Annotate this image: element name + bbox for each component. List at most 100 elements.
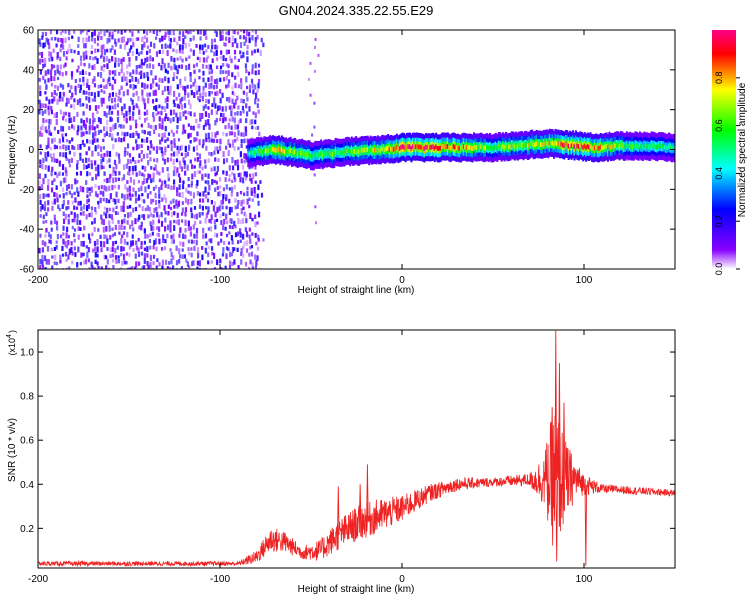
noise-cell bbox=[86, 199, 89, 204]
noise-cell bbox=[82, 90, 85, 95]
noise-cell bbox=[137, 105, 140, 110]
noise-cell bbox=[88, 267, 91, 269]
noise-cell bbox=[47, 105, 50, 111]
noise-cell bbox=[89, 55, 92, 60]
noise-cell bbox=[216, 130, 219, 136]
ridge-cell bbox=[360, 147, 363, 153]
ridge-cell bbox=[601, 145, 604, 150]
noise-cell bbox=[97, 31, 100, 38]
noise-cell bbox=[225, 132, 228, 137]
noise-cell bbox=[51, 180, 54, 186]
noise-cell bbox=[134, 119, 138, 123]
snr-x-ticks: -200 -100 0 100 bbox=[28, 330, 593, 585]
noise-cell bbox=[182, 241, 185, 247]
noise-cell bbox=[225, 184, 228, 190]
noise-cell bbox=[132, 42, 135, 48]
noise-cell bbox=[187, 265, 191, 269]
noise-cell bbox=[208, 123, 211, 130]
noise-cell bbox=[184, 89, 187, 96]
noise-cell bbox=[193, 69, 196, 74]
noise-cell bbox=[199, 118, 202, 122]
noise-cell bbox=[202, 191, 205, 197]
noise-cell bbox=[83, 260, 86, 265]
ridge-cell bbox=[406, 144, 409, 150]
noise-cell bbox=[201, 211, 204, 216]
noise-cell bbox=[117, 38, 120, 43]
ridge-cell bbox=[341, 150, 345, 155]
ridge-cell bbox=[327, 150, 330, 156]
noise-cell bbox=[196, 90, 199, 95]
noise-cell bbox=[177, 149, 181, 154]
noise-cell bbox=[147, 160, 150, 166]
noise-cell bbox=[143, 35, 146, 40]
ridge-cell bbox=[391, 147, 394, 152]
noise-cell bbox=[129, 37, 132, 42]
noise-cell bbox=[138, 116, 141, 120]
noise-cell bbox=[218, 105, 221, 111]
noise-cell bbox=[222, 247, 225, 253]
noise-cell bbox=[93, 117, 96, 123]
noise-cell bbox=[196, 247, 200, 254]
noise-cell bbox=[93, 63, 96, 70]
noise-cell bbox=[183, 95, 186, 101]
noise-cell bbox=[184, 35, 187, 39]
noise-cell bbox=[222, 113, 225, 119]
ridge-cell bbox=[285, 148, 288, 154]
noise-cell bbox=[248, 106, 251, 112]
ridge-cell bbox=[638, 143, 642, 148]
noise-cell bbox=[170, 129, 173, 134]
noise-cell bbox=[230, 125, 233, 130]
noise-cell bbox=[108, 151, 112, 157]
ridge-cell bbox=[269, 146, 272, 152]
ridge-cell bbox=[290, 150, 294, 156]
noise-cell bbox=[153, 158, 156, 162]
noise-cell bbox=[62, 225, 65, 231]
ridge-cell bbox=[637, 144, 640, 150]
ridge-cell bbox=[422, 145, 425, 151]
noise-cell bbox=[65, 191, 68, 196]
noise-cell bbox=[184, 207, 188, 213]
noise-cell bbox=[82, 111, 85, 116]
noise-cell bbox=[38, 58, 42, 65]
noise-cell bbox=[181, 44, 184, 50]
ridge-cell bbox=[558, 142, 561, 147]
noise-cell bbox=[106, 258, 109, 265]
noise-cell bbox=[82, 163, 86, 170]
noise-cell bbox=[135, 261, 138, 268]
noise-cell bbox=[184, 43, 187, 49]
noise-cell bbox=[176, 117, 179, 124]
noise-cell bbox=[209, 219, 213, 224]
noise-cell bbox=[59, 145, 62, 150]
noise-cell bbox=[254, 92, 258, 99]
ridge-cell bbox=[260, 148, 263, 154]
noise-cell bbox=[46, 151, 50, 157]
noise-cell bbox=[131, 75, 134, 82]
noise-cell bbox=[82, 51, 85, 58]
noise-cell bbox=[131, 99, 134, 105]
noise-cell bbox=[119, 267, 123, 269]
noise-cell bbox=[146, 193, 149, 199]
noise-cell bbox=[184, 234, 187, 240]
noise-cell bbox=[71, 35, 74, 39]
noise-cell bbox=[92, 248, 95, 253]
noise-cell bbox=[239, 110, 242, 116]
noise-cell bbox=[108, 70, 111, 76]
noise-cell bbox=[173, 185, 176, 190]
noise-cell bbox=[88, 63, 91, 69]
noise-cell bbox=[254, 112, 257, 119]
noise-cell bbox=[234, 82, 237, 89]
noise-cell bbox=[239, 30, 243, 32]
ridge-cell bbox=[410, 145, 413, 151]
noise-cell bbox=[180, 64, 184, 69]
noise-cell bbox=[79, 89, 82, 94]
noise-cell bbox=[83, 225, 86, 231]
noise-cell bbox=[47, 137, 50, 144]
noise-cell bbox=[248, 37, 251, 44]
noise-cell bbox=[243, 241, 246, 247]
noise-cell bbox=[224, 42, 227, 47]
noise-cell bbox=[167, 44, 170, 49]
noise-cell bbox=[64, 133, 68, 137]
noise-cell bbox=[156, 258, 159, 262]
noise-cell bbox=[149, 140, 152, 144]
noise-cell bbox=[190, 90, 193, 96]
